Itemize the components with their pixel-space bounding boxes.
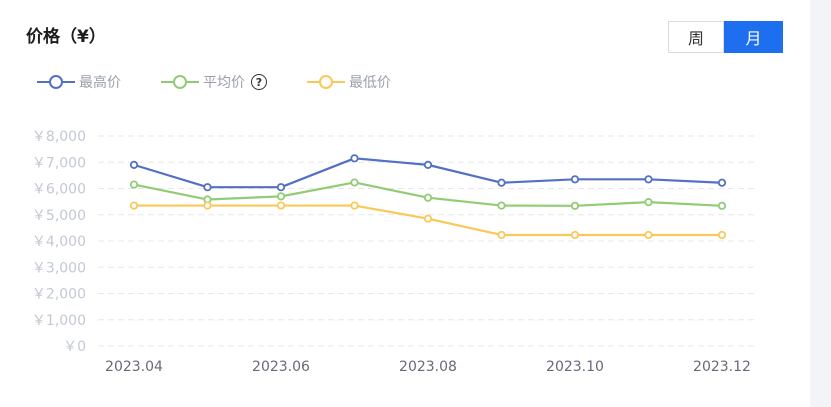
data-point (423, 214, 433, 223)
week-toggle-button[interactable]: 周 (668, 21, 724, 53)
side-panel (810, 0, 831, 407)
x-tick-label: 2023.08 (399, 359, 457, 375)
legend-item-max[interactable]: 最高价 (37, 72, 121, 92)
data-point (423, 160, 433, 169)
data-point (497, 230, 506, 240)
x-tick-label: 2023.04 (105, 359, 163, 375)
legend-line-circle-icon (37, 75, 75, 89)
legend-label: 最高价 (79, 75, 121, 91)
y-tick-label: ￥1,000 (32, 313, 86, 329)
data-point (129, 201, 139, 210)
data-point (350, 201, 359, 210)
data-point (129, 180, 139, 189)
x-tick-label: 2023.06 (252, 359, 310, 375)
y-tick-label: ￥7,000 (32, 155, 86, 171)
y-tick-label: ￥6,000 (32, 182, 86, 198)
data-point (570, 175, 580, 184)
data-point (644, 230, 653, 240)
legend-label: 平均价 (203, 75, 245, 91)
chart-legend: 最高价 平均价 ? 最低价 (37, 72, 431, 92)
y-tick-label: ￥4,000 (32, 234, 86, 250)
data-point (570, 230, 580, 240)
y-tick-label: ￥3,000 (32, 260, 86, 276)
data-point (276, 183, 286, 192)
data-point (276, 201, 286, 210)
period-toggle: 周 月 (668, 21, 783, 53)
data-point (203, 201, 212, 210)
data-point (717, 178, 727, 187)
line-chart: ￥0 ￥1,000 ￥2,000 ￥3,000 ￥4,000 ￥5,000 ￥6,000 ￥7… (32, 129, 758, 375)
data-point (129, 160, 139, 169)
data-point (717, 201, 727, 210)
data-point (497, 201, 506, 210)
legend-label: 最低价 (349, 75, 391, 91)
data-point (644, 198, 653, 207)
data-point (570, 201, 580, 210)
legend-line-circle-icon (307, 75, 345, 89)
data-point (350, 154, 359, 163)
month-toggle-button[interactable]: 月 (724, 21, 783, 53)
data-point (203, 183, 212, 192)
x-tick-label: 2023.10 (546, 359, 604, 375)
y-tick-label: ￥2,000 (32, 287, 86, 303)
help-icon[interactable]: ? (251, 74, 267, 90)
legend-item-min[interactable]: 最低价 (307, 72, 391, 92)
y-tick-label: ￥8,000 (32, 129, 86, 145)
data-point (423, 193, 433, 202)
legend-item-avg[interactable]: 平均价 ? (161, 72, 267, 92)
chart-title: 价格（¥） (26, 27, 106, 47)
data-point (350, 178, 359, 187)
x-tick-label: 2023.12 (693, 359, 751, 375)
legend-line-circle-icon (161, 75, 199, 89)
data-point (497, 178, 506, 187)
y-tick-label: ￥0 (63, 339, 86, 355)
y-tick-label: ￥5,000 (32, 208, 86, 224)
data-point (644, 175, 653, 184)
price-card: 价格（¥） 周 月 最高价 平均价 ? 最低价 ￥ (26, 21, 783, 375)
data-point (717, 230, 727, 240)
data-point (276, 192, 286, 201)
